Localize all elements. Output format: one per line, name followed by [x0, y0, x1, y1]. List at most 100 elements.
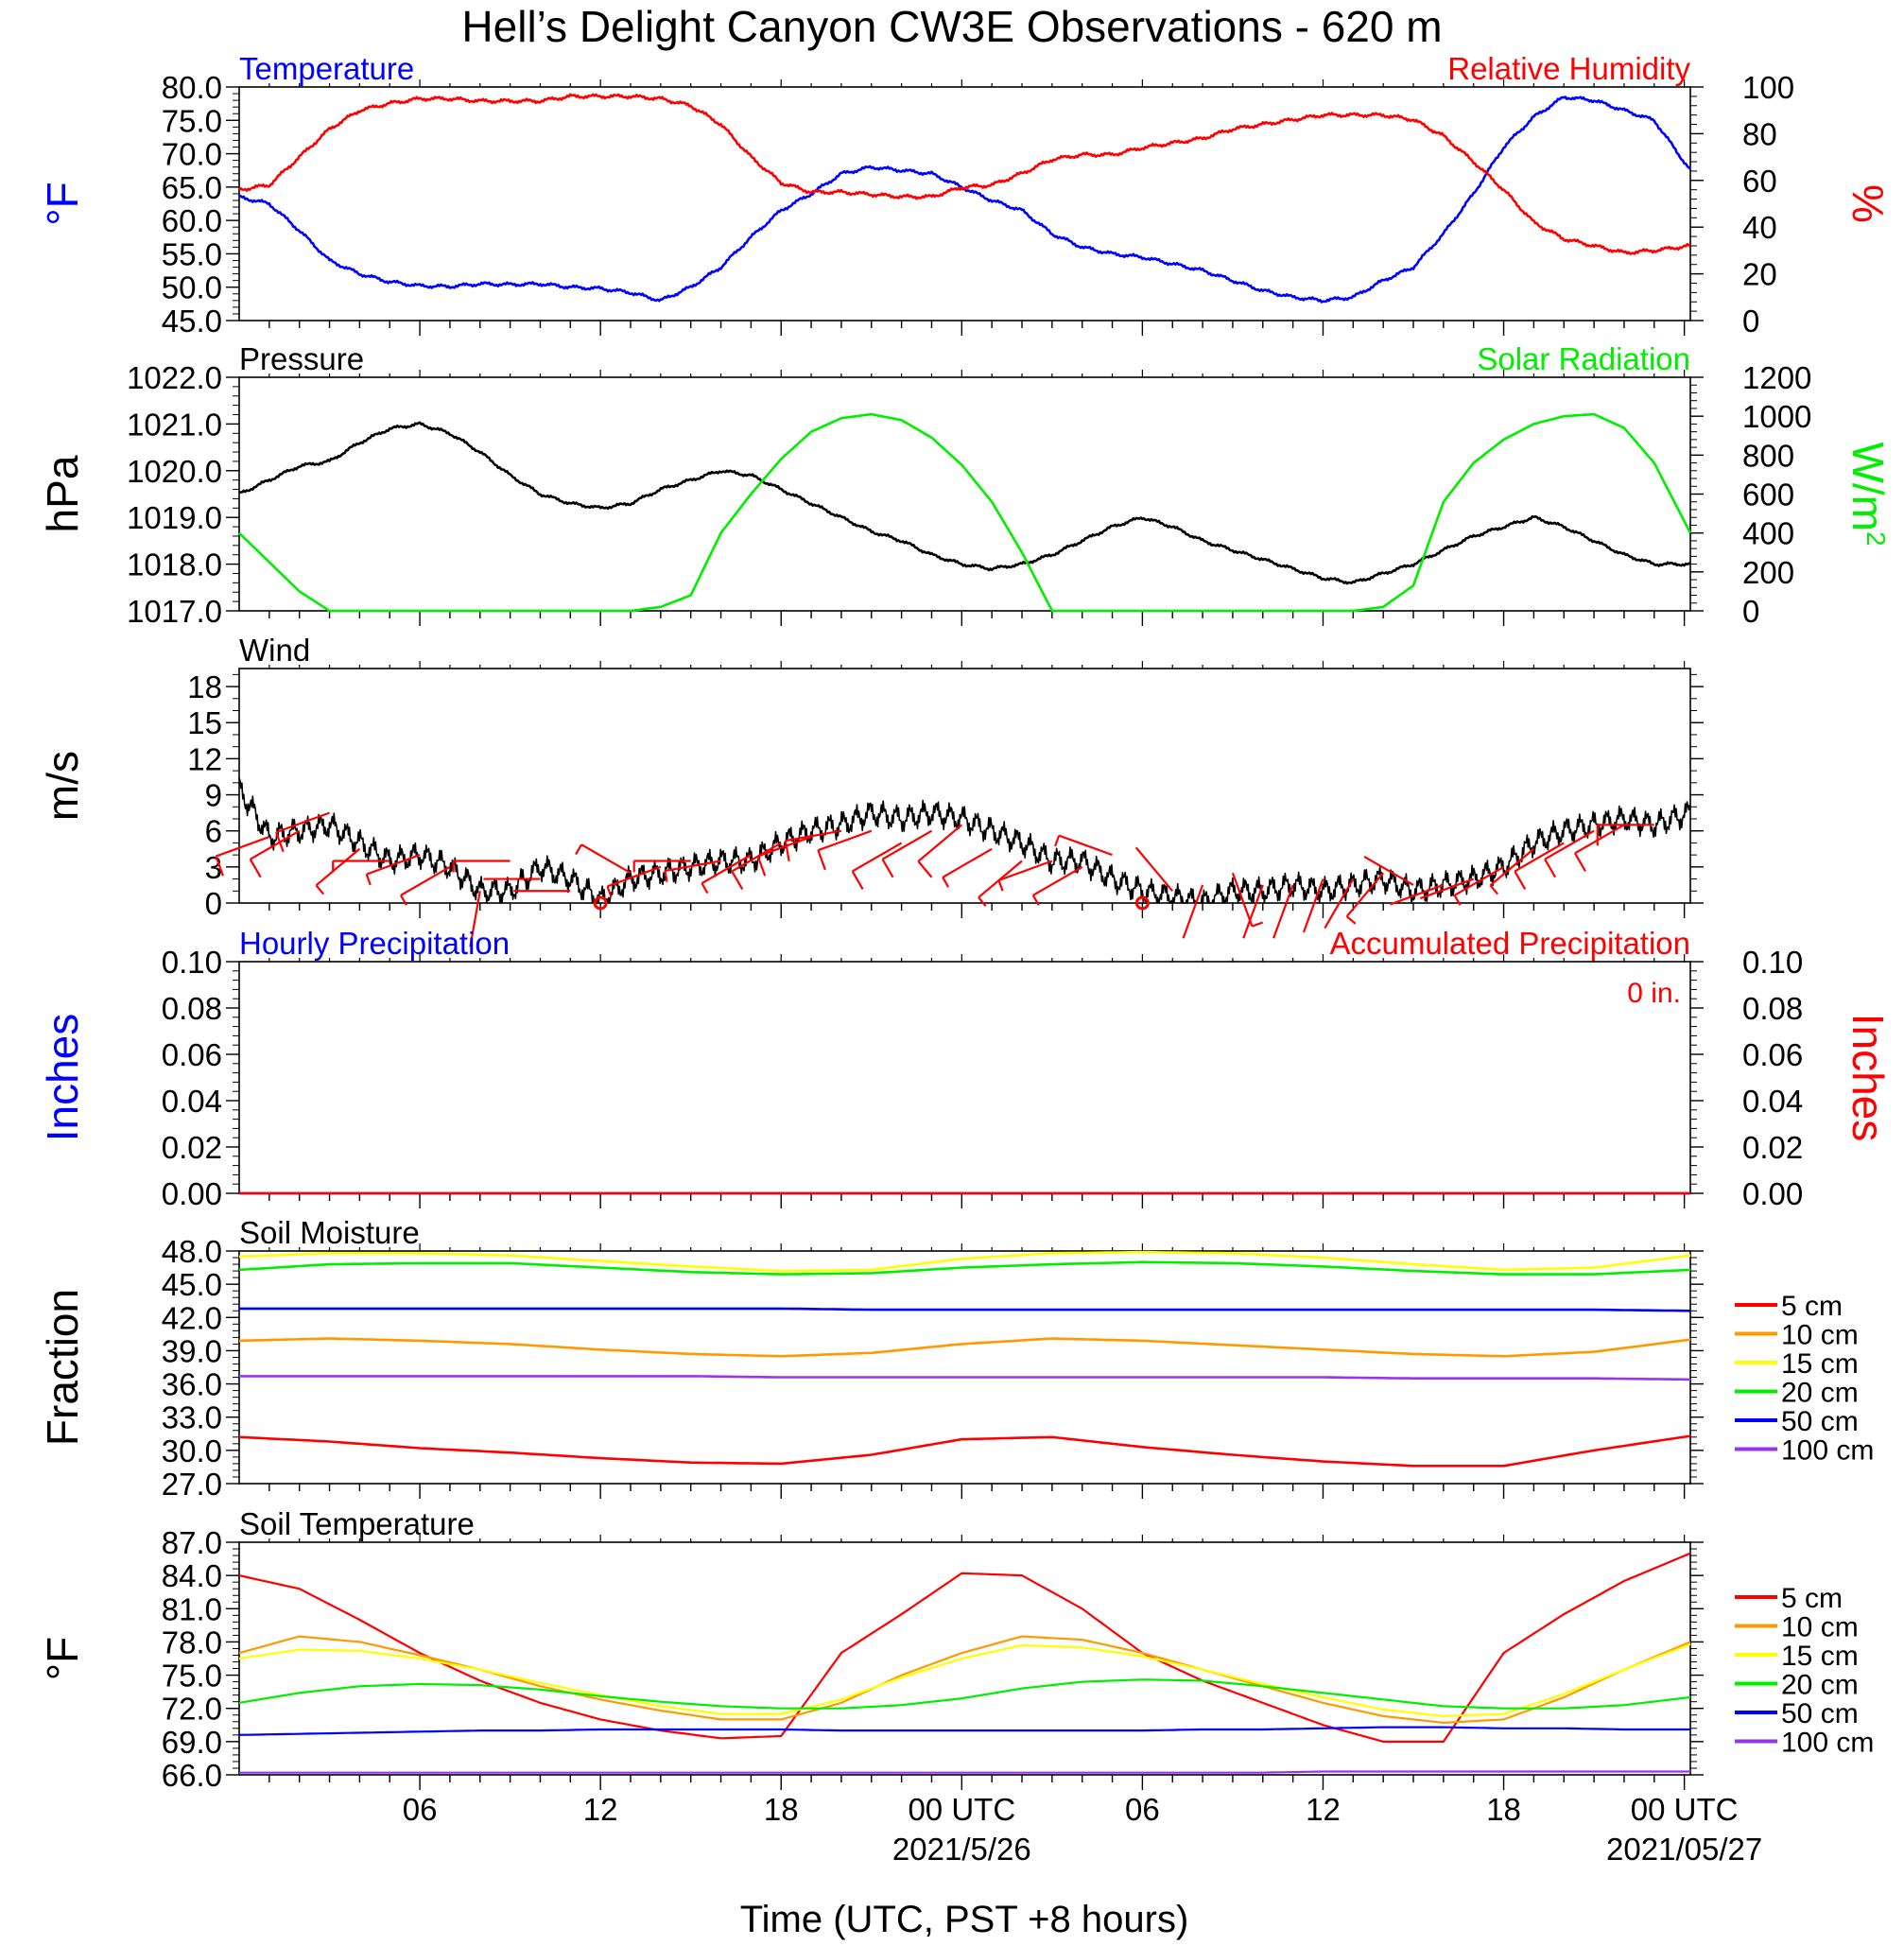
series-line-temperature	[238, 96, 1691, 304]
y-tick-label-right: 1000	[1742, 399, 1811, 434]
series-line-50-cm	[238, 1726, 1690, 1736]
wind-barb-shaft	[315, 847, 361, 887]
panel-title-left: Wind	[239, 633, 310, 668]
wind-barb-calm	[593, 895, 608, 911]
y-tick-label-right: 0	[1742, 304, 1759, 339]
wind-barb	[851, 842, 903, 891]
wind-barb	[1574, 824, 1625, 872]
y-tick-label: 70.0	[162, 137, 222, 172]
legend-label: 5 cm	[1781, 1291, 1843, 1322]
y-tick-label: 18	[187, 669, 222, 704]
wind-barb-flag	[1514, 870, 1527, 891]
plot-frame	[238, 1250, 1691, 1485]
y-axis-label-left: Fraction	[38, 1289, 87, 1446]
plot-frame	[238, 668, 1691, 904]
y-tick-label: 42.0	[162, 1300, 222, 1335]
wind-barb	[469, 891, 481, 947]
wind-barb	[784, 829, 842, 861]
wind-barb-shaft	[1363, 855, 1414, 886]
panel-title-left: Soil Temperature	[239, 1506, 475, 1541]
wind-barb	[997, 860, 1053, 892]
wind-barb	[632, 860, 691, 873]
y-tick-label-right: 0	[1742, 594, 1759, 629]
wind-barb-shaft	[400, 865, 451, 896]
series-line-100-cm	[239, 1770, 1690, 1774]
y-tick-label-right: 1200	[1742, 360, 1811, 395]
wind-barb-shaft	[1272, 884, 1294, 939]
y-tick-label: 84.0	[162, 1558, 222, 1593]
wind-barb	[701, 854, 752, 895]
y-tick-label: 0.00	[162, 1176, 222, 1211]
wind-barb-shaft	[1231, 872, 1254, 927]
y-tick-label: 69.0	[162, 1725, 222, 1760]
wind-barb	[1596, 824, 1654, 846]
y-tick-label: 30.0	[162, 1433, 222, 1468]
wind-barb	[817, 829, 873, 871]
panel-title-left: Temperature	[239, 51, 414, 86]
wind-barb-flag	[275, 831, 285, 853]
wind-barb-flag	[917, 860, 933, 878]
wind-barb-shaft	[852, 842, 903, 873]
wind-barb-shaft	[1390, 883, 1445, 906]
x-tick-label: 06	[403, 1792, 438, 1827]
y-tick-label: 0.04	[162, 1084, 222, 1119]
y-axis-label-right: %	[1843, 184, 1893, 223]
wind-barb-shaft	[275, 811, 330, 834]
y-tick-label: 72.0	[162, 1692, 222, 1727]
panel-soil_temperature: 87.084.081.078.075.072.069.066.0 Soil Tem…	[38, 1506, 1874, 1793]
series-line-20-cm	[238, 1260, 1691, 1276]
wind-barb-shaft	[1032, 865, 1083, 896]
wind-barb	[215, 836, 270, 877]
panel-title-left: Pressure	[239, 341, 364, 376]
plot-frame	[238, 376, 1691, 612]
wind-barb-shaft	[1345, 872, 1385, 917]
wind-barb	[315, 847, 361, 895]
wind-barb-shaft	[785, 829, 842, 843]
wind-barb-shaft	[1302, 878, 1324, 933]
wind-barb-flag	[365, 874, 372, 886]
y-tick-label-right: 40	[1742, 210, 1777, 245]
panel-pressure_solar: 1022.0 1021.0 1020.0 1019.0 1018.0 1017.0 1200…	[38, 341, 1893, 629]
wind-barb-flag	[997, 879, 1004, 892]
wind-barb-flag	[942, 877, 950, 888]
wind-barb-shaft	[881, 829, 933, 860]
y-tick-label-right: 600	[1742, 478, 1794, 513]
panel-temperature_humidity: 80.075.070.065.060.055.050.045.0 100 80 60 4…	[38, 51, 1893, 339]
wind-barb-flag	[784, 840, 790, 861]
wind-barb	[1242, 884, 1264, 939]
wind-barb	[731, 842, 782, 891]
wind-barb	[400, 865, 451, 906]
legend-label: 5 cm	[1781, 1583, 1843, 1614]
wind-barb	[575, 843, 632, 875]
y-axis-label-left: Inches	[38, 1014, 87, 1142]
plot-frame	[238, 961, 1691, 1194]
wind-barb	[1419, 877, 1475, 900]
y-tick-label: 1017.0	[127, 594, 222, 629]
y-tick-label: 1021.0	[127, 407, 222, 442]
plot-frame	[238, 86, 1691, 321]
y-tick-label-right: 0.02	[1742, 1130, 1803, 1165]
y-tick-label: 27.0	[162, 1467, 222, 1502]
legend-label: 50 cm	[1781, 1698, 1859, 1729]
wind-barb	[332, 860, 390, 873]
panel-soil_moisture: 48.045.042.039.036.033.030.027.0 Soil Moi…	[38, 1215, 1874, 1502]
panel-title-right: Relative Humidity	[1447, 51, 1690, 86]
y-tick-label-right: 200	[1742, 555, 1794, 590]
series-line-15-cm	[238, 1642, 1691, 1717]
wind-barb-shaft	[1182, 884, 1204, 939]
series-line-5-cm	[238, 1552, 1691, 1743]
wind-barb-flag	[1252, 921, 1264, 928]
figure-title: Hell’s Delight Canyon CW3E Observations …	[461, 2, 1442, 51]
legend-label: 15 cm	[1781, 1641, 1859, 1672]
panel-title-right: Accumulated Precipitation	[1329, 926, 1690, 961]
panel-precipitation: 0.10 0.08 0.06 0.04 0.02 0.00 0.10 0.08 0.06 0.04…	[38, 926, 1893, 1211]
y-tick-label-right: 400	[1742, 516, 1794, 551]
accumulated-total-label: 0 in.	[1627, 978, 1681, 1009]
wind-barb	[1363, 855, 1414, 886]
x-tick-label: 00 UTC	[908, 1792, 1015, 1827]
wind-barb-flag	[315, 884, 324, 895]
series-line-5-cm	[238, 1434, 1691, 1468]
